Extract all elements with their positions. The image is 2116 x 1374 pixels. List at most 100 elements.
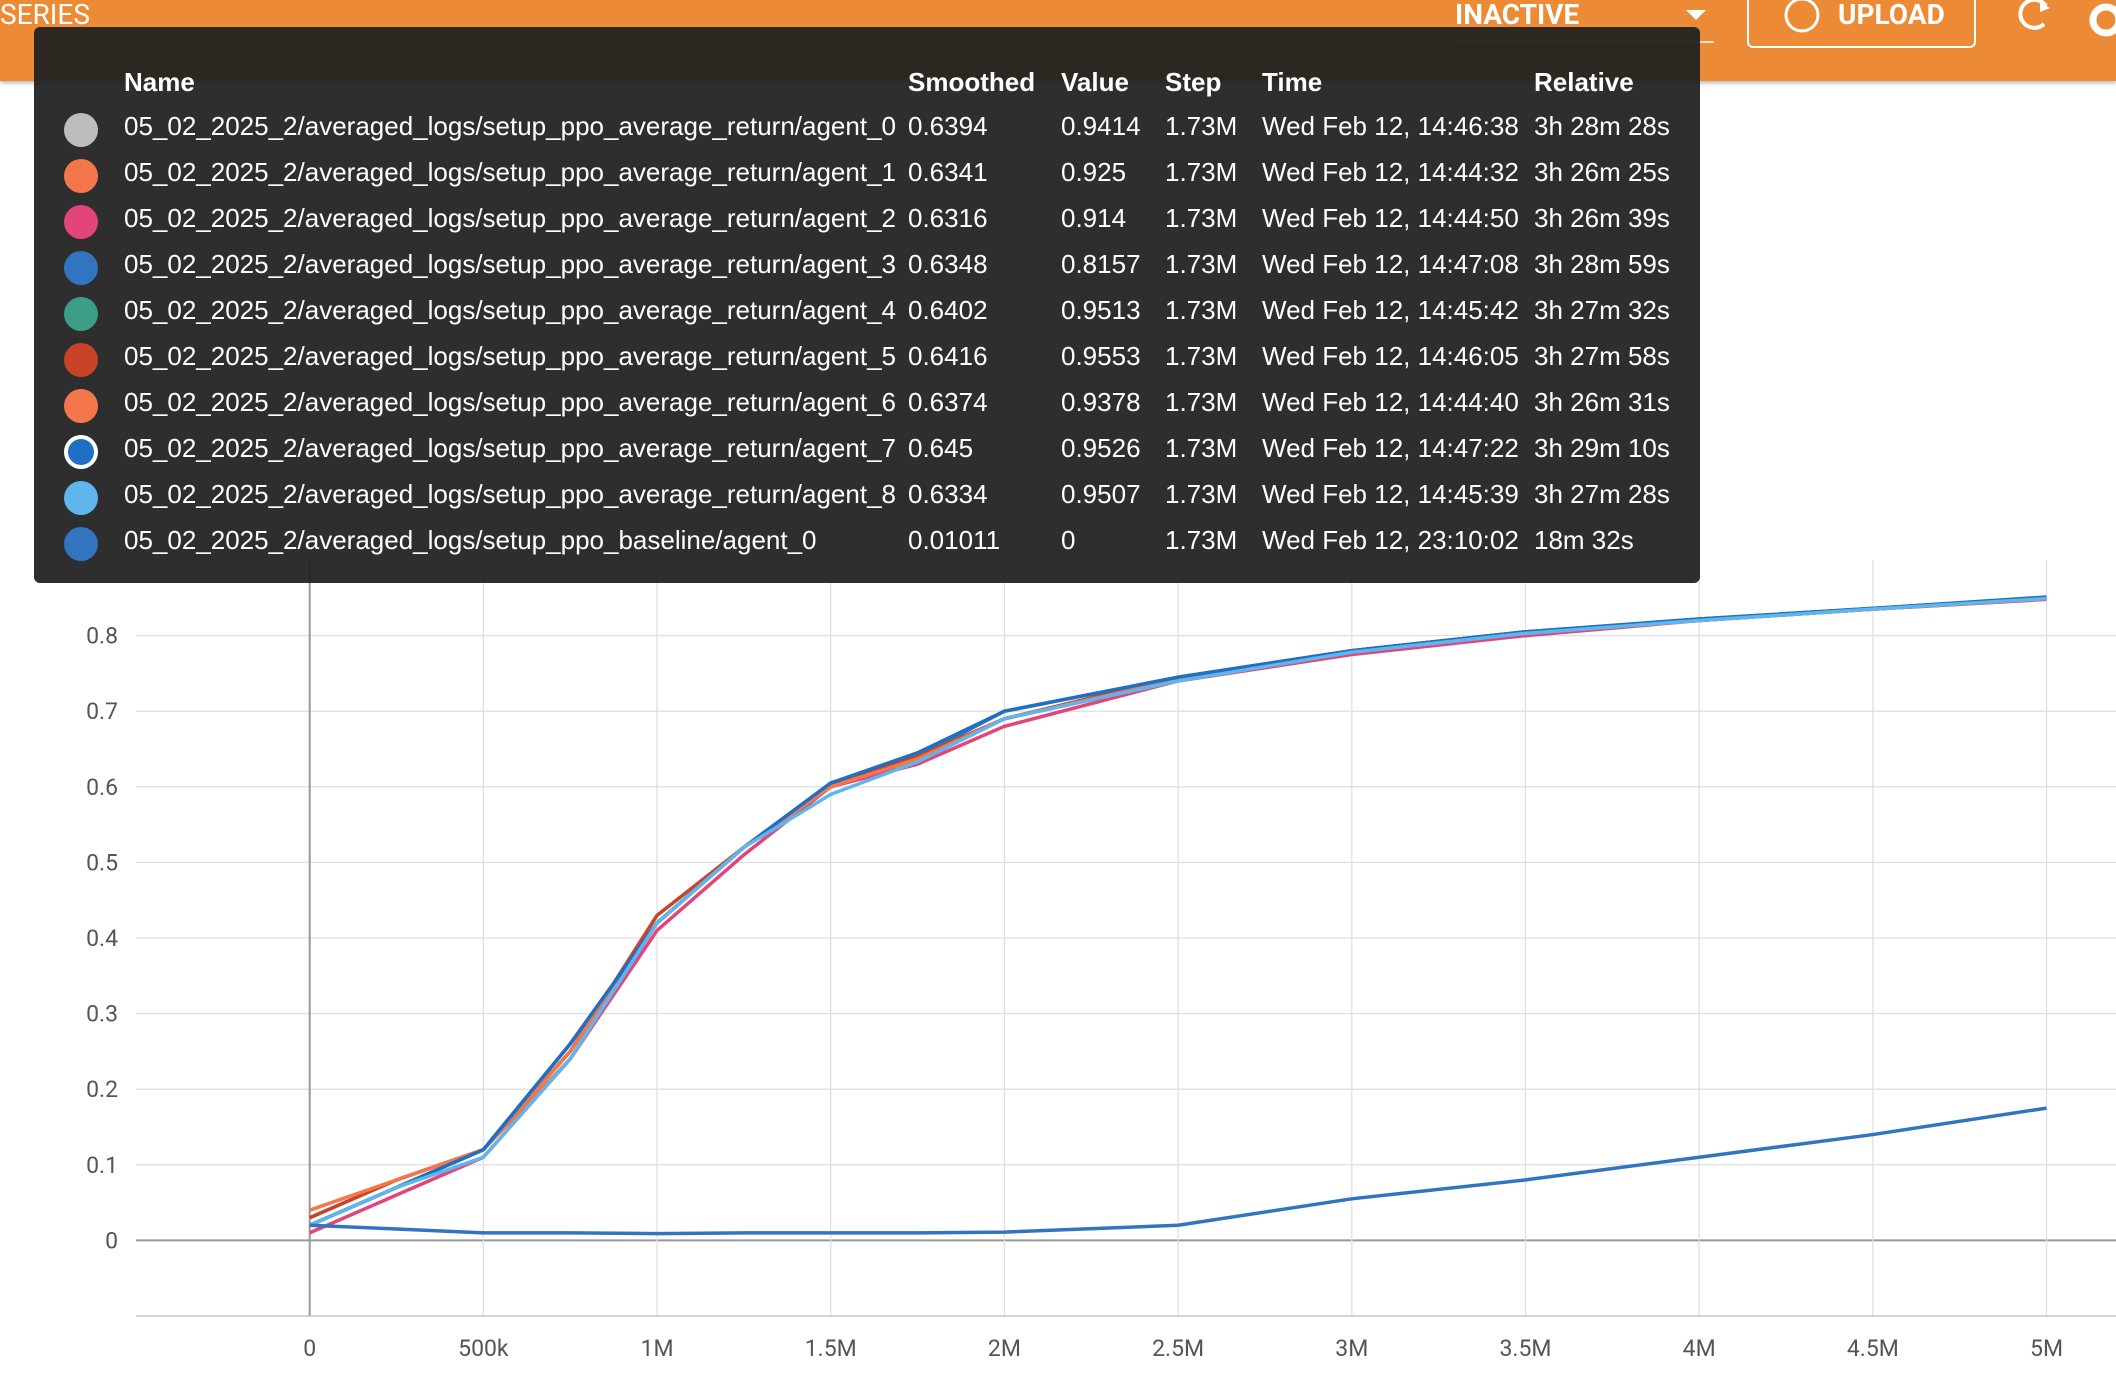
y-tick-label: 0.8 xyxy=(86,623,118,650)
column-header: Step xyxy=(1165,67,1222,97)
x-tick-label: 1.5M xyxy=(805,1335,857,1362)
x-tick-label: 5M xyxy=(2030,1335,2063,1362)
series-swatch xyxy=(64,251,98,285)
cell-step: 1.73M xyxy=(1165,433,1238,463)
y-tick-label: 0.3 xyxy=(86,1001,118,1028)
cell-smoothed: 0.6334 xyxy=(908,479,988,509)
x-tick-label: 500k xyxy=(458,1335,509,1362)
cell-step: 1.73M xyxy=(1165,157,1238,187)
cell-relative: 3h 26m 25s xyxy=(1534,157,1670,187)
cell-step: 1.73M xyxy=(1165,387,1238,417)
series-swatch xyxy=(64,389,98,423)
cell-name: 05_02_2025_2/averaged_logs/setup_ppo_bas… xyxy=(124,525,817,555)
cell-value: 0.9513 xyxy=(1061,295,1141,325)
cell-relative: 18m 32s xyxy=(1534,525,1634,555)
cell-value: 0.9553 xyxy=(1061,341,1141,371)
cell-smoothed: 0.6316 xyxy=(908,203,988,233)
cell-value: 0.9507 xyxy=(1061,479,1141,509)
cell-value: 0.9378 xyxy=(1061,387,1141,417)
series-swatch xyxy=(64,297,98,331)
series-swatch xyxy=(64,481,98,515)
cell-step: 1.73M xyxy=(1165,249,1238,279)
cell-time: Wed Feb 12, 14:46:05 xyxy=(1262,341,1519,371)
cell-relative: 3h 28m 28s xyxy=(1534,111,1670,141)
cell-time: Wed Feb 12, 23:10:02 xyxy=(1262,525,1519,555)
cell-step: 1.73M xyxy=(1165,295,1238,325)
series-swatch xyxy=(64,159,98,193)
cell-name: 05_02_2025_2/averaged_logs/setup_ppo_ave… xyxy=(124,341,896,371)
column-header: Value xyxy=(1061,67,1129,97)
cell-name: 05_02_2025_2/averaged_logs/setup_ppo_ave… xyxy=(124,295,896,325)
cell-relative: 3h 29m 10s xyxy=(1534,433,1670,463)
dropdown-arrow[interactable] xyxy=(1686,10,1706,20)
y-tick-label: 0.2 xyxy=(86,1076,118,1103)
cell-time: Wed Feb 12, 14:45:39 xyxy=(1262,479,1519,509)
series-swatch xyxy=(64,435,98,469)
cell-time: Wed Feb 12, 14:44:50 xyxy=(1262,203,1519,233)
refresh-icon[interactable] xyxy=(2018,0,2048,30)
cell-smoothed: 0.6394 xyxy=(908,111,988,141)
cell-step: 1.73M xyxy=(1165,111,1238,141)
cell-relative: 3h 26m 31s xyxy=(1534,387,1670,417)
cell-name: 05_02_2025_2/averaged_logs/setup_ppo_ave… xyxy=(124,111,896,141)
cell-time: Wed Feb 12, 14:47:22 xyxy=(1262,433,1519,463)
cell-relative: 3h 27m 28s xyxy=(1534,479,1670,509)
cell-relative: 3h 26m 39s xyxy=(1534,203,1670,233)
section-title: SERIES xyxy=(0,0,90,31)
cell-value: 0.914 xyxy=(1061,203,1127,233)
x-tick-label: 3.5M xyxy=(1499,1335,1551,1362)
cell-smoothed: 0.6374 xyxy=(908,387,988,417)
cell-name: 05_02_2025_2/averaged_logs/setup_ppo_ave… xyxy=(124,157,896,187)
y-tick-label: 0.4 xyxy=(86,925,118,952)
cell-relative: 3h 27m 32s xyxy=(1534,295,1670,325)
tooltip: Name Smoothed Value Step Time Relative 05_02_2… xyxy=(34,27,1700,583)
cell-smoothed: 0.6416 xyxy=(908,341,988,371)
column-header: Relative xyxy=(1534,67,1634,97)
x-tick-label: 4M xyxy=(1683,1335,1716,1362)
column-header: Time xyxy=(1262,67,1323,97)
upload-label[interactable]: UPLOAD xyxy=(1838,0,1945,31)
cell-smoothed: 0.6348 xyxy=(908,249,988,279)
x-tick-label: 4.5M xyxy=(1847,1335,1899,1362)
x-tick-label: 0 xyxy=(303,1335,316,1362)
x-tick-label: 1M xyxy=(641,1335,674,1362)
info-icon xyxy=(1784,0,1820,33)
cell-step: 1.73M xyxy=(1165,203,1238,233)
series-line xyxy=(308,596,2047,1227)
y-tick-label: 0.7 xyxy=(86,698,118,725)
header-bar: SERIES INACTIVE UPLOAD xyxy=(0,0,2116,48)
y-tick-label: 0.6 xyxy=(86,774,118,801)
refresh-arrow[interactable] xyxy=(2040,2,2050,12)
cell-smoothed: 0.645 xyxy=(908,433,974,463)
cell-smoothed: 0.6341 xyxy=(908,157,988,187)
cell-name: 05_02_2025_2/averaged_logs/setup_ppo_ave… xyxy=(124,249,896,279)
cell-name: 05_02_2025_2/averaged_logs/setup_ppo_ave… xyxy=(124,387,896,417)
series-swatch xyxy=(64,527,98,561)
column-header: Smoothed xyxy=(908,67,1036,97)
x-tick-label: 2.5M xyxy=(1152,1335,1204,1362)
cell-step: 1.73M xyxy=(1165,341,1238,371)
cell-value: 0.9414 xyxy=(1061,111,1141,141)
cell-value: 0.9526 xyxy=(1061,433,1141,463)
x-tick-label: 3M xyxy=(1335,1335,1368,1362)
cell-smoothed: 0.01011 xyxy=(908,525,1001,555)
cell-name: 05_02_2025_2/averaged_logs/setup_ppo_ave… xyxy=(124,203,896,233)
cell-value: 0 xyxy=(1061,525,1076,555)
cell-relative: 3h 28m 59s xyxy=(1534,249,1670,279)
cell-time: Wed Feb 12, 14:47:08 xyxy=(1262,249,1519,279)
cell-time: Wed Feb 12, 14:45:42 xyxy=(1262,295,1519,325)
settings-icon[interactable] xyxy=(2089,3,2116,37)
cell-time: Wed Feb 12, 14:44:40 xyxy=(1262,387,1519,417)
cell-step: 1.73M xyxy=(1165,525,1238,555)
cell-time: Wed Feb 12, 14:46:38 xyxy=(1262,111,1519,141)
cell-name: 05_02_2025_2/averaged_logs/setup_ppo_ave… xyxy=(124,433,896,463)
cell-step: 1.73M xyxy=(1165,479,1238,509)
series-swatch xyxy=(64,113,98,147)
cell-smoothed: 0.6402 xyxy=(908,295,988,325)
series-swatch xyxy=(64,343,98,377)
status-dropdown[interactable]: INACTIVE xyxy=(1455,0,1580,31)
upload-button[interactable] xyxy=(1747,0,1976,48)
column-header: Name xyxy=(124,67,195,97)
